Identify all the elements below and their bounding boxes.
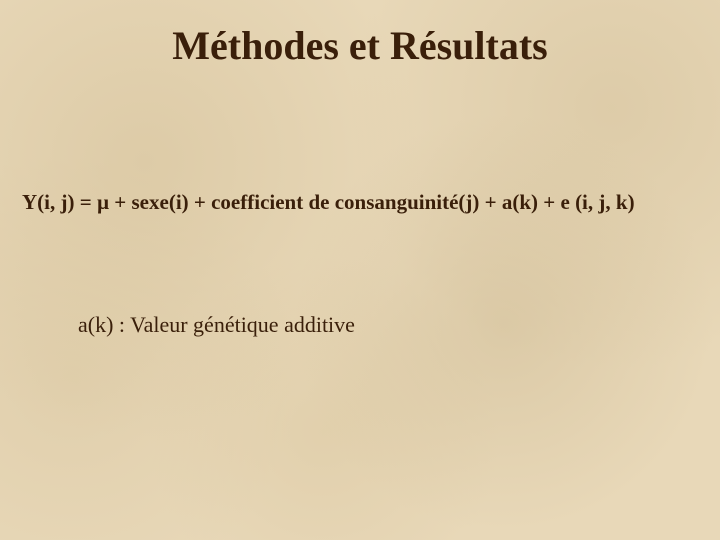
slide-title: Méthodes et Résultats	[0, 22, 720, 69]
slide-container: Méthodes et Résultats Y(i, j) = µ + sexe…	[0, 0, 720, 540]
model-equation: Y(i, j) = µ + sexe(i) + coefficient de c…	[22, 190, 698, 215]
term-definition: a(k) : Valeur génétique additive	[78, 312, 355, 338]
